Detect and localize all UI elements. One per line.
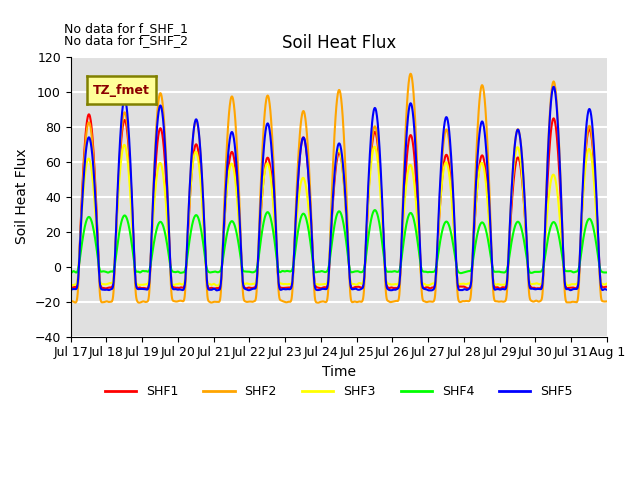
SHF3 bbox=[564, 283, 572, 288]
SHF2 bbox=[173, 299, 180, 304]
SHF4 bbox=[492, 269, 500, 275]
SHF3 bbox=[492, 282, 500, 288]
Line: SHF5: SHF5 bbox=[70, 87, 607, 290]
SHF1 bbox=[186, 190, 194, 195]
SHF1 bbox=[422, 284, 430, 290]
SHF5 bbox=[173, 287, 180, 292]
SHF2 bbox=[67, 298, 74, 304]
Text: No data for f_SHF_2: No data for f_SHF_2 bbox=[64, 34, 188, 47]
SHF3 bbox=[422, 282, 430, 288]
SHF5 bbox=[550, 84, 557, 90]
SHF5 bbox=[492, 287, 500, 292]
SHF5 bbox=[426, 288, 433, 293]
SHF1 bbox=[540, 258, 548, 264]
SHF1 bbox=[211, 286, 218, 291]
SHF3 bbox=[120, 142, 128, 148]
Line: SHF4: SHF4 bbox=[70, 210, 607, 273]
SHF3 bbox=[540, 266, 547, 272]
SHF2 bbox=[422, 299, 430, 305]
SHF2 bbox=[406, 71, 414, 77]
SHF4 bbox=[246, 269, 253, 275]
SHF4 bbox=[67, 270, 74, 276]
SHF5 bbox=[603, 287, 611, 293]
SHF4 bbox=[186, 235, 194, 240]
SHF2 bbox=[314, 300, 322, 306]
SHF5 bbox=[186, 181, 194, 187]
SHF4 bbox=[540, 263, 547, 269]
Line: SHF2: SHF2 bbox=[70, 74, 607, 303]
SHF4 bbox=[371, 207, 379, 213]
Line: SHF1: SHF1 bbox=[70, 114, 607, 288]
SHF2 bbox=[186, 182, 194, 188]
Line: SHF3: SHF3 bbox=[70, 145, 607, 286]
SHF3 bbox=[173, 281, 181, 287]
SHF2 bbox=[540, 261, 548, 266]
SHF2 bbox=[603, 299, 611, 304]
SHF2 bbox=[493, 298, 500, 304]
Legend: SHF1, SHF2, SHF3, SHF4, SHF5: SHF1, SHF2, SHF3, SHF4, SHF5 bbox=[100, 380, 578, 403]
SHF4 bbox=[173, 269, 180, 275]
SHF5 bbox=[422, 287, 429, 292]
SHF1 bbox=[67, 285, 74, 291]
X-axis label: Time: Time bbox=[322, 365, 356, 379]
SHF2 bbox=[246, 299, 253, 304]
SHF3 bbox=[246, 281, 254, 287]
SHF5 bbox=[246, 287, 253, 293]
Text: No data for f_SHF_1: No data for f_SHF_1 bbox=[64, 22, 188, 35]
SHF1 bbox=[85, 111, 93, 117]
SHF5 bbox=[67, 287, 74, 292]
SHF1 bbox=[173, 285, 181, 290]
SHF1 bbox=[603, 284, 611, 289]
SHF4 bbox=[603, 270, 611, 276]
Y-axis label: Soil Heat Flux: Soil Heat Flux bbox=[15, 149, 29, 244]
SHF1 bbox=[247, 285, 255, 291]
SHF3 bbox=[67, 282, 74, 288]
SHF3 bbox=[186, 190, 194, 195]
SHF1 bbox=[493, 284, 500, 290]
Title: Soil Heat Flux: Soil Heat Flux bbox=[282, 34, 396, 52]
SHF5 bbox=[540, 265, 547, 271]
SHF4 bbox=[422, 269, 430, 275]
SHF3 bbox=[603, 281, 611, 287]
